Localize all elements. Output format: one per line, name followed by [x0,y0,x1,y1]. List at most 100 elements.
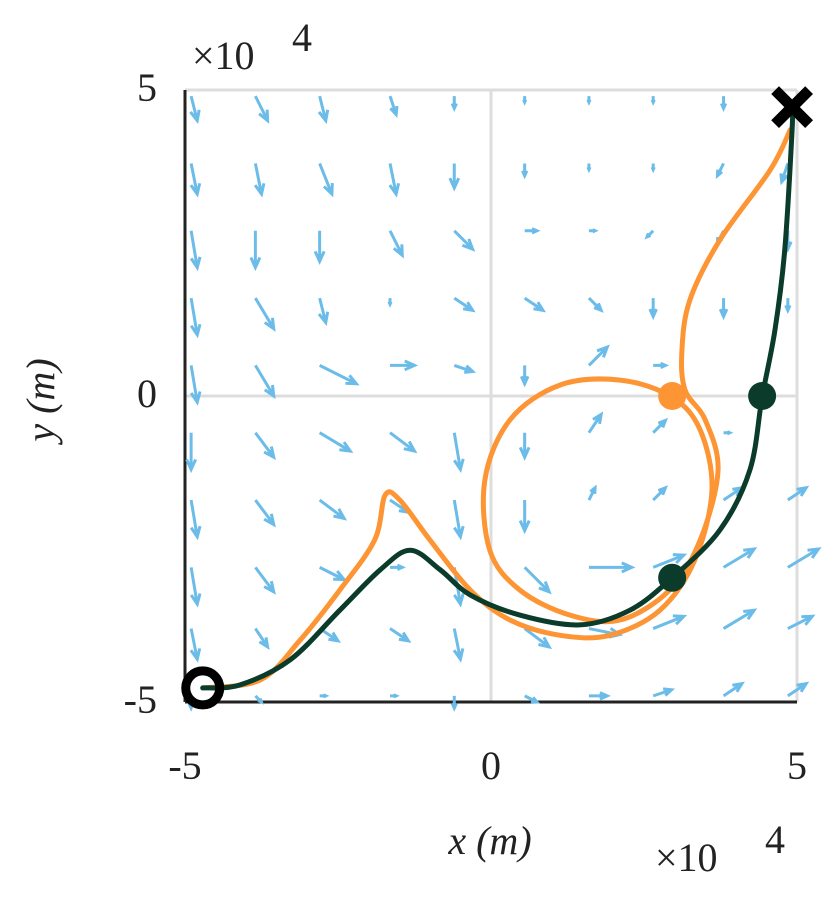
quiver-arrow [453,363,477,374]
quiver-arrow [317,297,330,327]
y-axis-label: y (m) [18,358,63,445]
quiver-arrow [390,693,400,699]
quiver-arrow [722,681,745,698]
quiver-arrow [523,627,553,650]
quiver-arrow [523,296,547,313]
quiver-arrow [722,547,758,569]
quiver-arrow [786,681,810,698]
quiver-arrow [518,432,531,461]
quiver-arrow [318,498,348,521]
quiver-arrow [254,364,276,400]
quiver-arrow [586,163,592,174]
quiver-arrow [588,561,636,574]
quiver-arrow [652,614,688,630]
quiver-arrow [189,567,202,608]
quiver-arrow [317,95,330,125]
quiver-arrow [253,163,266,198]
quiver-arrow [652,553,688,569]
quiver-arrow [189,499,202,541]
quiver-arrow [650,96,656,106]
quiver-arrow [722,608,758,630]
quiver-arrow [524,227,541,235]
y-offset-exponent: 4 [292,15,312,60]
quiver-arrow [648,298,658,321]
quiver-arrow [318,431,354,453]
quiver-arrow [448,163,461,192]
quiver-arrow [388,95,399,118]
quiver-arrow [786,485,810,502]
quiver-arrow [644,229,655,240]
quiver-arrow [718,298,729,321]
quiver-arrow [450,96,458,113]
x-offset-base: ×10 [655,835,718,880]
quiver-arrow [453,296,476,313]
quiver-arrow [388,230,404,259]
quiver-arrow [254,627,270,650]
quiver-arrow [519,365,530,388]
quiver-arrow [254,95,270,124]
quiver-arrow [521,163,529,180]
quiver-arrow [588,228,599,234]
quiver-arrow [254,431,276,461]
waypoint-marker [748,382,777,410]
waypoint-marker [658,382,687,410]
y-tick-label: 5 [137,65,157,110]
quiver-arrow [388,163,401,198]
quiver-arrow [389,431,418,454]
quiver-arrow [587,297,604,313]
trajectory [200,104,796,691]
waypoint-marker [658,563,687,592]
quiver-arrow [586,96,592,106]
quiver-arrow [185,432,197,474]
quiver-arrow [189,628,202,663]
x-axis-label: x (m) [447,818,531,863]
x-tick-label: -5 [168,743,201,788]
quiver-arrow [652,687,676,698]
quiver-arrow [650,163,656,174]
quiver-arrow [189,95,201,125]
quiver-arrow [719,96,728,113]
quiver-arrow [254,499,276,528]
quiver-arrow [254,297,276,332]
quiver-arrow [249,230,262,272]
quiver-arrow [313,230,326,266]
quiver-arrow [452,628,465,663]
trajectory [200,127,793,691]
quiver-arrow [254,566,276,595]
quiver-arrow [653,361,670,369]
quiver-arrow [523,566,552,595]
quiver-arrow [715,162,725,179]
quiver-arrow [518,500,531,535]
quiver-arrow [452,499,465,541]
x-offset-exponent: 4 [765,817,785,862]
y-tick-label: -5 [124,677,157,722]
quiver-arrow [779,162,790,186]
quiver-arrow [189,163,202,198]
quiver-arrow [450,695,458,712]
quiver-arrow [390,359,419,372]
x-tick-label: 5 [787,743,807,788]
quiver-arrow [787,614,816,630]
quiver-arrow [254,694,265,705]
quiver-arrow [784,298,792,314]
quiver-arrow [318,566,348,582]
quiver-arrow [787,547,822,569]
quiver-arrow [389,627,412,643]
quiver-arrow [723,430,734,436]
quiver-arrow [319,693,330,699]
y-offset-base: ×10 [192,33,255,78]
quiver-arrow [522,96,528,106]
quiver-arrow [387,298,393,308]
quiver-arrow [189,365,202,406]
quiver-arrow [652,417,669,434]
quiver-arrow [523,694,541,704]
start-marker [181,666,225,710]
quiver-arrow [390,563,406,571]
quiver-arrow [587,411,604,434]
quiver-arrow [652,485,669,502]
quiver-arrow [189,230,202,272]
quiver-arrow [318,364,360,386]
quiver-arrow [189,297,202,339]
x-tick-label: 0 [481,743,501,788]
